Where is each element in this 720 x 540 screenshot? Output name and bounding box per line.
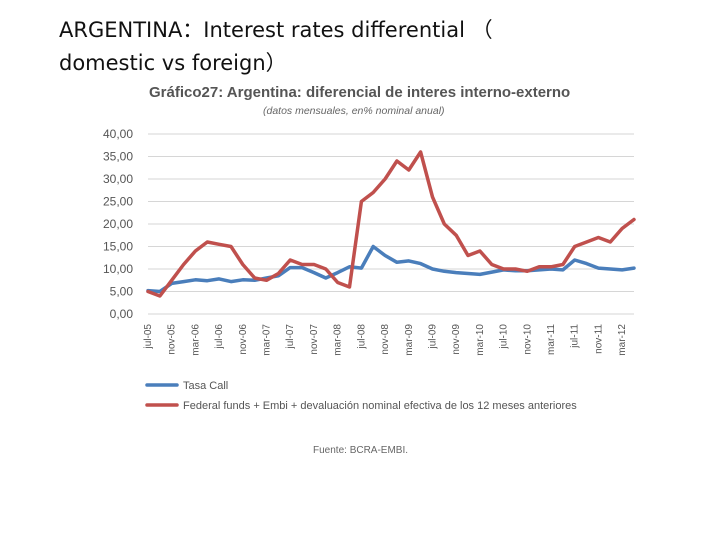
y-tick-label: 25,00 bbox=[103, 195, 133, 209]
series-line-1 bbox=[146, 150, 636, 298]
slide-title-line2: domestic vs foreign） bbox=[59, 51, 287, 75]
x-tick-label: mar-07 bbox=[262, 324, 273, 356]
y-tick-label: 0,00 bbox=[110, 307, 134, 321]
legend-label-federal-funds: Federal funds + Embi + devaluación nomin… bbox=[183, 400, 577, 412]
y-tick-label: 40,00 bbox=[103, 127, 133, 141]
chart-title: Gráfico27: Argentina: diferencial de int… bbox=[149, 84, 570, 101]
y-axis-ticks: 0,00 5,00 10,00 15,00 20,00 25,00 30,00 35,00 40… bbox=[103, 127, 133, 321]
x-tick-label: mar-10 bbox=[475, 324, 486, 356]
x-tick-label: mar-12 bbox=[617, 324, 628, 356]
chart-source: Fuente: BCRA-EMBI. bbox=[313, 445, 408, 456]
x-axis-ticks: jul-05 nov-05 mar-06 jul-06 nov-06 mar-07 jul-… bbox=[143, 324, 628, 356]
x-tick-label: jul-08 bbox=[356, 324, 367, 350]
x-tick-label: mar-06 bbox=[190, 324, 201, 356]
y-tick-label: 35,00 bbox=[103, 150, 133, 164]
y-tick-label: 15,00 bbox=[103, 240, 133, 254]
x-tick-label: jul-11 bbox=[570, 324, 581, 349]
x-tick-label: jul-05 bbox=[143, 324, 154, 350]
slide-title-line1: ARGENTINA：Interest rates differential （ bbox=[59, 18, 493, 42]
x-tick-label: nov-10 bbox=[522, 324, 533, 355]
series-line-0 bbox=[146, 244, 636, 294]
x-tick-label: mar-11 bbox=[546, 324, 557, 355]
chart-subtitle: (datos mensuales, en% nominal anual) bbox=[263, 105, 445, 117]
series-lines bbox=[146, 150, 636, 298]
x-tick-label: nov-11 bbox=[593, 324, 604, 354]
y-tick-label: 30,00 bbox=[103, 172, 133, 186]
x-tick-label: jul-09 bbox=[427, 324, 438, 350]
x-tick-label: nov-07 bbox=[309, 324, 320, 355]
x-tick-label: jul-06 bbox=[214, 324, 225, 350]
x-tick-label: mar-08 bbox=[333, 324, 344, 356]
x-tick-label: nov-08 bbox=[380, 324, 391, 355]
x-tick-label: mar-09 bbox=[404, 324, 415, 356]
y-tick-label: 5,00 bbox=[110, 285, 134, 299]
y-tick-label: 10,00 bbox=[103, 262, 133, 276]
gridlines bbox=[148, 133, 634, 315]
x-tick-label: nov-06 bbox=[238, 324, 249, 355]
x-tick-label: jul-07 bbox=[285, 324, 296, 350]
slide-title: ARGENTINA：Interest rates differential （ … bbox=[59, 14, 579, 80]
legend-label-tasa-call: Tasa Call bbox=[183, 380, 228, 392]
legend: Tasa Call Federal funds + Embi + devalua… bbox=[145, 380, 577, 412]
x-tick-label: nov-05 bbox=[167, 324, 178, 355]
x-tick-label: nov-09 bbox=[451, 324, 462, 355]
y-tick-label: 20,00 bbox=[103, 217, 133, 231]
x-tick-label: jul-10 bbox=[499, 324, 510, 350]
